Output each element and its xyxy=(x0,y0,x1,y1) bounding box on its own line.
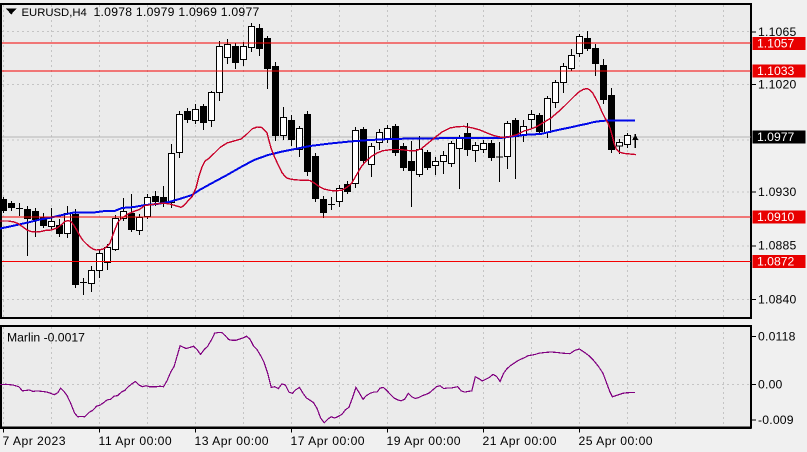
svg-text:0.0118: 0.0118 xyxy=(758,329,796,343)
svg-text:13 Apr 00:00: 13 Apr 00:00 xyxy=(195,434,270,448)
svg-text:1.0910: 1.0910 xyxy=(757,210,794,224)
svg-text:1.0885: 1.0885 xyxy=(758,239,796,253)
svg-text:7 Apr 2023: 7 Apr 2023 xyxy=(3,434,66,448)
svg-text:1.1057: 1.1057 xyxy=(757,37,794,51)
svg-text:1.0840: 1.0840 xyxy=(758,292,796,306)
svg-text:-0.009: -0.009 xyxy=(758,413,794,427)
svg-text:1.1020: 1.1020 xyxy=(758,78,796,92)
svg-text:0.00: 0.00 xyxy=(758,377,783,391)
svg-text:EURUSD,H4: EURUSD,H4 xyxy=(22,7,87,19)
svg-text:21 Apr 00:00: 21 Apr 00:00 xyxy=(483,434,558,448)
svg-text:1.0930: 1.0930 xyxy=(758,185,796,199)
svg-text:1.0977: 1.0977 xyxy=(757,130,794,144)
svg-text:Marlin -0.0017: Marlin -0.0017 xyxy=(7,331,85,345)
svg-text:1.1065: 1.1065 xyxy=(758,25,796,39)
svg-text:19 Apr 00:00: 19 Apr 00:00 xyxy=(387,434,462,448)
svg-text:11 Apr 00:00: 11 Apr 00:00 xyxy=(99,434,173,448)
svg-text:1.1033: 1.1033 xyxy=(757,64,794,78)
svg-text:25 Apr 00:00: 25 Apr 00:00 xyxy=(579,434,654,448)
svg-text:17 Apr 00:00: 17 Apr 00:00 xyxy=(291,434,366,448)
svg-text:1.0978 1.0979 1.0969 1.0977: 1.0978 1.0979 1.0969 1.0977 xyxy=(94,5,260,19)
svg-text:1.0872: 1.0872 xyxy=(757,255,794,269)
